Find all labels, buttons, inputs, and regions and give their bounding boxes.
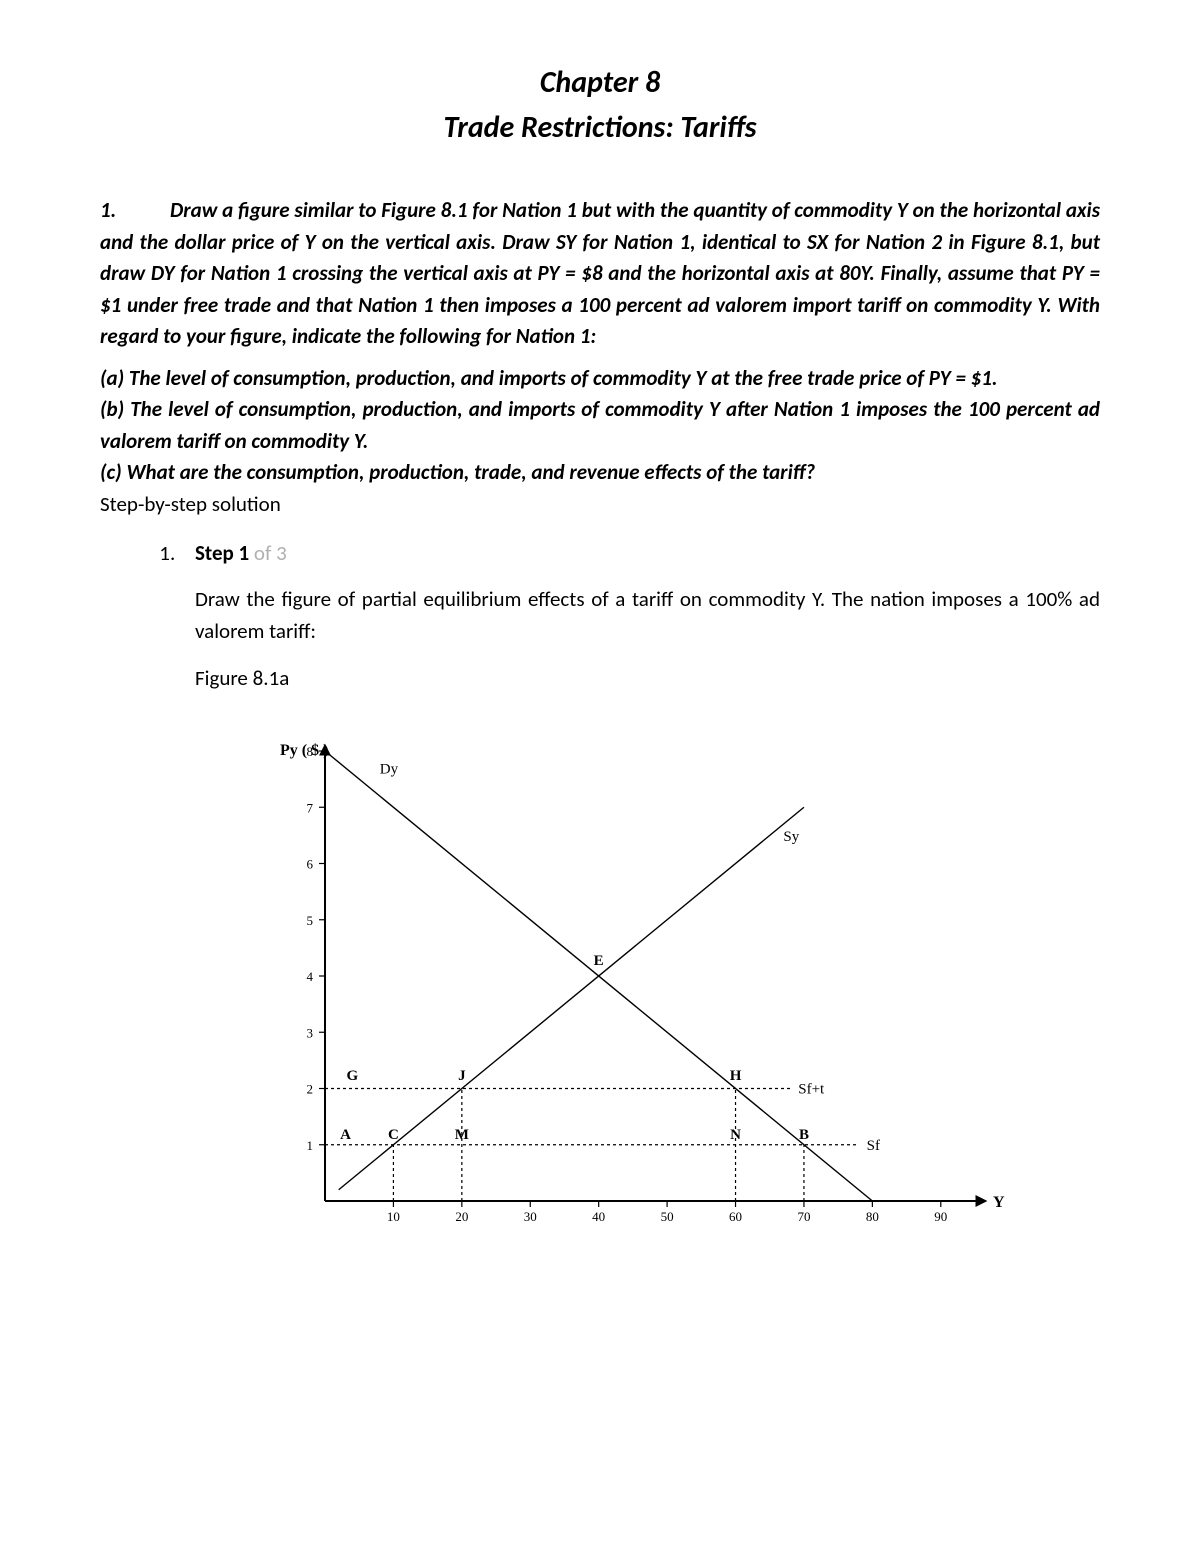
question-text: Draw a figure similar to Figure 8.1 for … bbox=[100, 197, 1100, 349]
svg-text:Sy: Sy bbox=[783, 829, 799, 845]
svg-text:40: 40 bbox=[592, 1209, 605, 1224]
figure-label: Figure 8.1a bbox=[195, 665, 1100, 691]
chapter-title: Trade Restrictions: Tariffs bbox=[100, 105, 1100, 150]
solution-label: Step-by-step solution bbox=[100, 489, 1100, 521]
svg-text:7: 7 bbox=[307, 800, 314, 815]
svg-text:90: 90 bbox=[934, 1209, 947, 1224]
svg-text:Sf: Sf bbox=[867, 1138, 880, 1154]
svg-text:30: 30 bbox=[524, 1209, 537, 1224]
step-body: Draw the figure of partial equilibrium e… bbox=[195, 584, 1100, 647]
chapter-number: Chapter 8 bbox=[100, 60, 1100, 105]
question-1: 1.Draw a figure similar to Figure 8.1 fo… bbox=[100, 195, 1100, 353]
svg-text:6: 6 bbox=[307, 857, 314, 872]
svg-text:J: J bbox=[458, 1068, 466, 1084]
svg-text:A: A bbox=[340, 1127, 351, 1143]
svg-text:H: H bbox=[730, 1068, 742, 1084]
question-part-b: (b) The level of consumption, production… bbox=[100, 394, 1100, 457]
svg-text:Dy: Dy bbox=[380, 762, 399, 778]
svg-text:1: 1 bbox=[307, 1138, 314, 1153]
svg-text:Py ( $ ): Py ( $ ) bbox=[280, 742, 328, 759]
svg-text:50: 50 bbox=[661, 1209, 674, 1224]
svg-text:B: B bbox=[799, 1127, 809, 1143]
svg-text:60: 60 bbox=[729, 1209, 742, 1224]
step-1: Step 1 of 3 Draw the figure of partial e… bbox=[180, 540, 1100, 1251]
question-part-a: (a) The level of consumption, production… bbox=[100, 363, 1100, 395]
svg-text:2: 2 bbox=[307, 1082, 314, 1097]
svg-text:20: 20 bbox=[455, 1209, 468, 1224]
svg-text:70: 70 bbox=[797, 1209, 810, 1224]
svg-text:Y: Y bbox=[993, 1194, 1005, 1211]
svg-text:M: M bbox=[455, 1127, 469, 1143]
svg-text:4: 4 bbox=[307, 969, 314, 984]
svg-text:N: N bbox=[730, 1127, 741, 1143]
svg-text:80: 80 bbox=[866, 1209, 879, 1224]
svg-text:Sf+t: Sf+t bbox=[798, 1082, 825, 1098]
question-part-c: (c) What are the consumption, production… bbox=[100, 457, 1100, 489]
svg-text:3: 3 bbox=[307, 1025, 314, 1040]
svg-text:E: E bbox=[594, 953, 604, 969]
svg-text:5: 5 bbox=[307, 913, 314, 928]
question-number: 1. bbox=[100, 195, 170, 227]
equilibrium-chart: 10203040506070809012345678Py ( $ )YSfSf+… bbox=[255, 731, 1100, 1251]
step-label: Step 1 bbox=[195, 540, 249, 566]
svg-text:G: G bbox=[347, 1068, 359, 1084]
step-count: of 3 bbox=[249, 540, 287, 566]
svg-text:10: 10 bbox=[387, 1209, 400, 1224]
svg-text:C: C bbox=[388, 1127, 399, 1143]
